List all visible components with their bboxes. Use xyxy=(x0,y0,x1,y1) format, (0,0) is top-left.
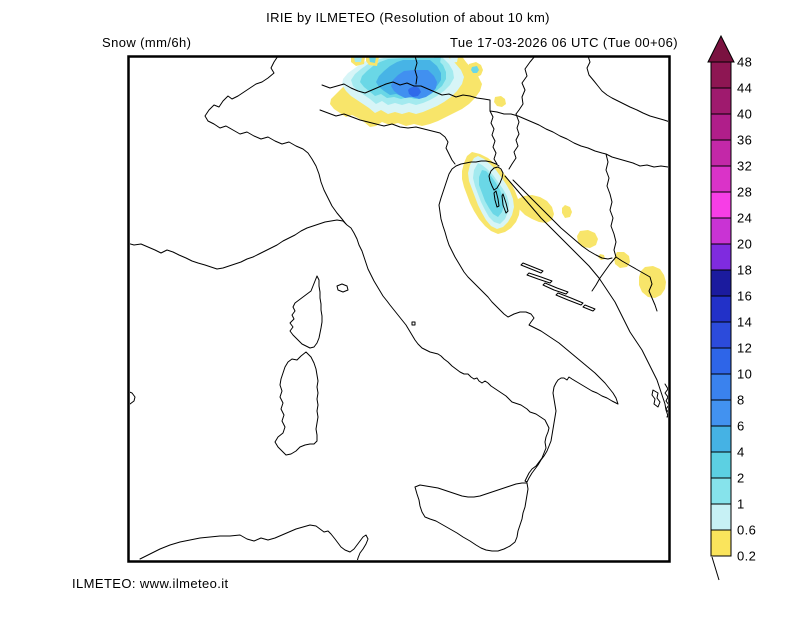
legend-tick-label: 1 xyxy=(737,497,745,512)
island-corsica xyxy=(289,275,323,349)
coastline-greece-edge xyxy=(664,383,668,418)
dalmatian-island-4 xyxy=(526,272,553,284)
border-austria-slovenia xyxy=(489,110,668,168)
legend-color-box xyxy=(710,243,732,271)
island-sardinia xyxy=(274,351,319,456)
credit-label: ILMETEO: www.ilmeteo.it xyxy=(72,576,229,591)
legend-color-box xyxy=(710,321,732,349)
dalmatian-island-2 xyxy=(501,193,509,214)
legend-tick-label: 4 xyxy=(737,445,745,460)
border-bosnia-southwest xyxy=(591,256,617,292)
border-italy-slovenia xyxy=(489,110,498,165)
legend-overflow-arrow xyxy=(707,34,735,63)
border-austria-hungary xyxy=(586,57,668,122)
legend-tick-label: 6 xyxy=(737,419,745,434)
legend-color-box xyxy=(710,191,732,219)
legend-tick-label: 14 xyxy=(737,315,752,330)
legend-tick-label: 20 xyxy=(737,237,752,252)
border-austria-top-stub xyxy=(414,57,418,85)
legend-color-box xyxy=(710,529,732,557)
coastline-croatia-albania xyxy=(504,175,668,419)
snow-patch-top-b-core xyxy=(369,57,376,63)
legend-color-box xyxy=(710,477,732,505)
legend-tick-label: 8 xyxy=(737,393,745,408)
legend-tick-label: 0.2 xyxy=(737,549,756,564)
legend-tick-label: 24 xyxy=(737,211,752,226)
snow-patch-f xyxy=(494,96,506,107)
snow-patch-top-a-core xyxy=(354,57,362,62)
island-elba xyxy=(336,283,349,293)
legend-tick-label: 2 xyxy=(737,471,745,486)
island-sicily xyxy=(414,482,529,552)
valid-time-label: Tue 17-03-2026 06 UTC (Tue 00+06) xyxy=(450,35,678,50)
border-croatia-bosnia-inland xyxy=(512,179,613,260)
snow-area-croatia-east-lobe xyxy=(516,195,554,223)
legend-tick-label: 36 xyxy=(737,133,752,148)
border-alps-south xyxy=(319,109,456,165)
legend-tick-label: 18 xyxy=(737,263,752,278)
parameter-label: Snow (mm/6h) xyxy=(102,35,192,50)
legend-color-box xyxy=(710,165,732,193)
legend-tick-label: 44 xyxy=(737,81,752,96)
border-alps-north xyxy=(321,81,491,112)
island-ponza xyxy=(411,321,416,326)
page-title: IRIE by ILMETEO (Resolution of about 10 … xyxy=(266,10,550,25)
legend-pointer-line xyxy=(711,556,720,581)
legend-color-box xyxy=(710,503,732,531)
map-frame xyxy=(127,55,671,563)
legend-tick-label: 10 xyxy=(737,367,752,382)
island-menorca xyxy=(130,391,136,405)
coastline-istria xyxy=(488,166,504,191)
border-slovenia-croatia xyxy=(508,113,520,170)
legend-color-box xyxy=(710,269,732,297)
legend-color-box xyxy=(710,425,732,453)
legend-color-box xyxy=(710,295,732,323)
legend-color-box xyxy=(710,347,732,375)
coastline-africa xyxy=(139,524,369,560)
coastline-italy-peninsula xyxy=(130,160,619,483)
legend-color-box xyxy=(710,139,732,167)
island-corfu xyxy=(651,389,661,408)
legend-tick-label: 16 xyxy=(737,289,752,304)
dalmatian-island-1 xyxy=(493,190,500,208)
border-france-italy-alps xyxy=(204,57,347,225)
legend-color-box xyxy=(710,399,732,427)
legend-tick-label: 28 xyxy=(737,185,752,200)
dalmatian-island-7 xyxy=(582,304,596,312)
snow-area-alps-level-8 xyxy=(408,86,421,97)
snow-patch-e-core xyxy=(471,66,479,73)
legend-tick-label: 40 xyxy=(737,107,752,122)
legend-color-box xyxy=(710,217,732,245)
snow-area-alps-level-6 xyxy=(391,70,437,99)
snow-patch-top-c xyxy=(450,57,458,63)
snow-patch-bosnia-4 xyxy=(614,252,630,268)
legend-tick-label: 0.6 xyxy=(737,523,756,538)
dalmatian-island-6 xyxy=(555,292,584,306)
legend-tick-label: 48 xyxy=(737,55,752,70)
snow-patch-top-d xyxy=(434,57,441,63)
legend-tick-label: 12 xyxy=(737,341,752,356)
border-croatia-vertical xyxy=(605,153,617,258)
snow-patch-bosnia-1 xyxy=(562,205,572,218)
legend-color-box xyxy=(710,451,732,479)
legend-color-box xyxy=(710,373,732,401)
legend-color-box xyxy=(710,87,732,115)
snow-area-croatia-level-2 xyxy=(479,170,504,217)
border-bosnia-east xyxy=(615,256,658,312)
legend-color-box xyxy=(710,61,732,89)
snow-patch-bosnia-2 xyxy=(577,230,598,248)
dalmatian-island-5 xyxy=(542,282,569,295)
border-austria-descent xyxy=(515,57,535,115)
dalmatian-island-3 xyxy=(520,262,544,274)
legend-tick-label: 32 xyxy=(737,159,752,174)
legend-color-box xyxy=(710,113,732,141)
